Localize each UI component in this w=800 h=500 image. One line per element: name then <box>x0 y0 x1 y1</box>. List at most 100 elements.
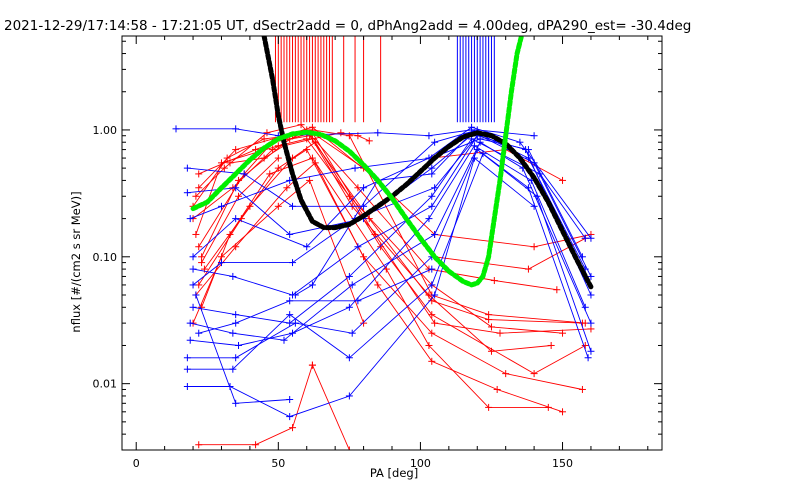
blue-data-point <box>280 336 288 344</box>
blue-data-point <box>587 291 595 299</box>
blue-series-line <box>195 294 290 404</box>
red-series-line <box>192 179 365 324</box>
blue-data-point <box>229 365 237 373</box>
y-tick-label: 1.00 <box>93 124 118 137</box>
red-data-point <box>493 385 501 393</box>
blue-data-point <box>584 354 592 362</box>
red-series-line <box>311 364 350 450</box>
red-data-point <box>220 164 228 172</box>
red-data-point <box>547 341 555 349</box>
red-data-point <box>226 230 234 238</box>
blue-data-point <box>431 230 439 238</box>
blue-data-point <box>183 354 191 362</box>
red-data-point <box>195 441 203 449</box>
blue-data-point <box>581 303 589 311</box>
red-series-line <box>198 148 583 390</box>
blue-data-point <box>351 164 359 172</box>
blue-data-point <box>530 202 538 210</box>
blue-data-point <box>360 184 368 192</box>
red-data-point <box>263 129 271 137</box>
blue-data-point <box>308 281 316 289</box>
blue-data-point <box>425 215 433 223</box>
blue-series-line <box>192 126 592 258</box>
blue-data-point <box>232 399 240 407</box>
blue-data-point <box>354 297 362 305</box>
y-axis-label: nflux [#/(cm2 s sr MeV)] <box>69 191 83 332</box>
blue-data-point <box>186 215 194 223</box>
red-data-point <box>308 154 316 162</box>
red-data-point <box>559 329 567 337</box>
red-data-point <box>306 176 314 184</box>
red-data-point <box>337 129 345 137</box>
blue-data-point <box>428 202 436 210</box>
red-data-point <box>192 192 200 200</box>
blue-data-point <box>431 291 439 299</box>
red-data-point <box>360 319 368 327</box>
red-data-point <box>530 243 538 251</box>
blue-data-point <box>189 253 197 261</box>
red-series-line <box>198 364 313 446</box>
red-data-point <box>289 424 297 432</box>
red-series-line <box>195 138 563 334</box>
blue-series-line <box>187 148 592 359</box>
blue-data-point <box>217 202 225 210</box>
red-data-point <box>345 446 353 450</box>
red-data-point <box>485 311 493 319</box>
green-model-curve <box>190 36 525 288</box>
blue-data-point <box>186 336 194 344</box>
axes: 0 50 100 150 0.01 0.10 1.00 <box>93 35 663 470</box>
blue-data-point <box>183 189 191 197</box>
red-data-point <box>428 357 436 365</box>
blue-series-line <box>187 152 589 370</box>
red-data-point <box>496 329 504 337</box>
blue-data-point <box>232 319 240 327</box>
blue-data-point <box>291 319 299 327</box>
blue-data-point <box>183 382 191 390</box>
x-tick-label: 0 <box>133 457 140 470</box>
blue-series-line <box>190 138 583 258</box>
x-tick-label: 100 <box>410 457 431 470</box>
red-data-point <box>553 286 561 294</box>
red-data-point <box>428 329 436 337</box>
blue-data-point <box>286 311 294 319</box>
red-data-point <box>559 176 567 184</box>
blue-data-point <box>348 329 356 337</box>
red-series-line <box>204 141 586 375</box>
blue-data-point <box>345 303 353 311</box>
red-data-point <box>530 370 538 378</box>
red-data-point <box>226 159 234 167</box>
blue-series-line <box>187 157 535 418</box>
blue-data-point <box>345 272 353 280</box>
red-data-point <box>252 441 260 449</box>
blue-data-point <box>232 311 240 319</box>
x-tick-label: 50 <box>271 457 285 470</box>
blue-data-point <box>428 265 436 273</box>
blue-data-point <box>286 413 294 421</box>
blue-data-point <box>470 142 478 150</box>
blue-data-point <box>348 281 356 289</box>
blue-data-point <box>470 154 478 162</box>
red-data-point <box>195 243 203 251</box>
blue-data-point <box>524 184 532 192</box>
blue-data-point <box>172 125 180 133</box>
blue-data-point <box>232 184 240 192</box>
blue-data-point <box>587 272 595 280</box>
chart-title: 2021-12-29/17:14:58 - 17:21:05 UT, dSect… <box>4 18 691 34</box>
blue-data-point <box>428 281 436 289</box>
blue-series-line <box>190 145 586 346</box>
blue-data-point <box>186 319 194 327</box>
blue-data-point <box>286 230 294 238</box>
blue-data-point <box>345 392 353 400</box>
y-tick-label: 0.01 <box>93 378 118 391</box>
blue-data-point <box>530 132 538 140</box>
blue-data-point <box>476 135 484 143</box>
blue-data-point <box>232 215 240 223</box>
blue-data-point <box>195 329 203 337</box>
red-series-line <box>198 126 586 270</box>
blue-series-line <box>176 128 586 270</box>
blue-data-point <box>516 138 524 146</box>
red-data-point <box>559 408 567 416</box>
series-layer <box>172 36 595 450</box>
blue-data-point <box>533 192 541 200</box>
blue-series-line <box>192 135 478 286</box>
